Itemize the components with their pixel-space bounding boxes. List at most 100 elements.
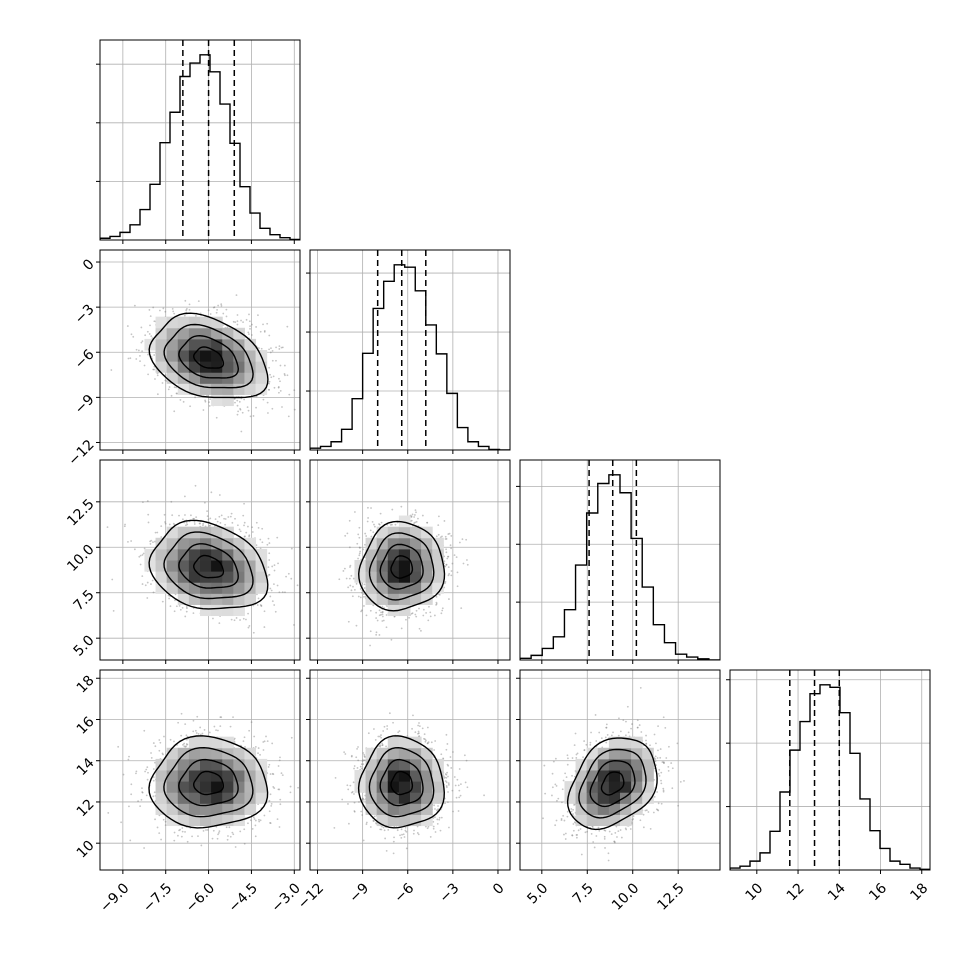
density-cell (188, 350, 201, 362)
sample-point (432, 817, 435, 819)
density-cell (410, 537, 422, 550)
sample-point (576, 834, 579, 836)
sample-point (448, 826, 450, 829)
histogram-panel-0 (96, 39, 301, 241)
density-cell (421, 781, 433, 793)
density-cell (222, 361, 234, 373)
density-cell (233, 537, 245, 550)
sample-point (369, 529, 372, 532)
density-cell (155, 361, 168, 373)
sample-point (177, 721, 180, 724)
sample-point (198, 522, 201, 525)
sample-point (135, 772, 137, 775)
sample-point (653, 733, 656, 736)
sample-point (359, 550, 362, 553)
sample-point (383, 829, 386, 832)
sample-point (185, 521, 188, 524)
sample-point (137, 349, 140, 352)
sample-point (564, 838, 567, 840)
sample-point (625, 828, 628, 831)
sample-point (456, 585, 459, 588)
density-cell (155, 338, 168, 351)
density-cell (631, 747, 643, 760)
sample-point (251, 828, 254, 830)
sample-point (444, 582, 446, 585)
sample-point (607, 852, 610, 855)
sample-point (251, 526, 254, 529)
density-cell (398, 736, 411, 749)
sample-point (645, 734, 647, 737)
sample-point (437, 515, 440, 518)
density-cell (398, 560, 411, 572)
sample-point (263, 626, 266, 628)
sample-point (381, 605, 384, 608)
sample-point (664, 726, 667, 729)
sample-point (195, 516, 198, 519)
sample-point (267, 566, 270, 569)
density-cell (222, 526, 234, 539)
sample-point (660, 779, 662, 782)
sample-point (222, 312, 225, 315)
density-cell (597, 792, 610, 804)
density-cell (586, 814, 599, 827)
sample-point (293, 408, 296, 411)
density-cell (421, 571, 433, 583)
sample-point (348, 822, 350, 825)
sample-point (341, 798, 344, 801)
density-cell (376, 747, 389, 760)
sample-point (228, 826, 231, 829)
density-cell (376, 792, 389, 804)
sample-point (242, 321, 244, 324)
sample-point (671, 787, 674, 790)
density-cell (211, 537, 223, 550)
ticks-0-0 (122, 240, 295, 244)
sample-point (127, 540, 129, 543)
density-cell (188, 593, 201, 605)
sample-point (167, 388, 170, 391)
sample-point (381, 744, 384, 746)
sample-point (349, 564, 352, 567)
density-cell (177, 537, 190, 550)
sample-point (255, 406, 257, 409)
density-cell (564, 792, 577, 804)
sample-point (193, 520, 196, 523)
sample-point (272, 786, 275, 788)
sample-point (243, 736, 246, 739)
sample-point (373, 523, 375, 526)
sample-point (150, 539, 153, 542)
panel-frame (99, 39, 301, 241)
density-cell (188, 814, 201, 827)
density-cell (200, 560, 212, 572)
sample-point (202, 409, 205, 411)
sample-point (149, 315, 152, 318)
sample-point (260, 604, 263, 607)
sample-point (173, 610, 176, 613)
density-cell (188, 338, 201, 351)
y-tick-label: 5.0 (71, 633, 98, 660)
sample-point (386, 605, 388, 608)
sample-point (439, 829, 442, 832)
sample-point (603, 837, 606, 840)
density-cell (631, 736, 643, 749)
sample-point (448, 572, 451, 575)
sample-point (269, 822, 271, 824)
sample-point (353, 810, 356, 812)
sample-point (162, 753, 164, 756)
sample-point (612, 731, 614, 734)
sample-point (458, 796, 461, 799)
density-cell (177, 526, 190, 539)
sample-point (426, 742, 429, 744)
sample-point (123, 525, 126, 528)
sample-point (266, 401, 269, 404)
sample-point (437, 533, 440, 536)
sample-point (255, 521, 258, 524)
sample-point (408, 616, 411, 619)
sample-point (557, 797, 560, 800)
density-cell (608, 781, 621, 793)
sample-point (151, 579, 154, 582)
sample-point (375, 822, 378, 824)
sample-point (365, 821, 368, 824)
density-cell (421, 792, 433, 804)
sample-point (254, 824, 257, 827)
sample-point (153, 791, 156, 794)
